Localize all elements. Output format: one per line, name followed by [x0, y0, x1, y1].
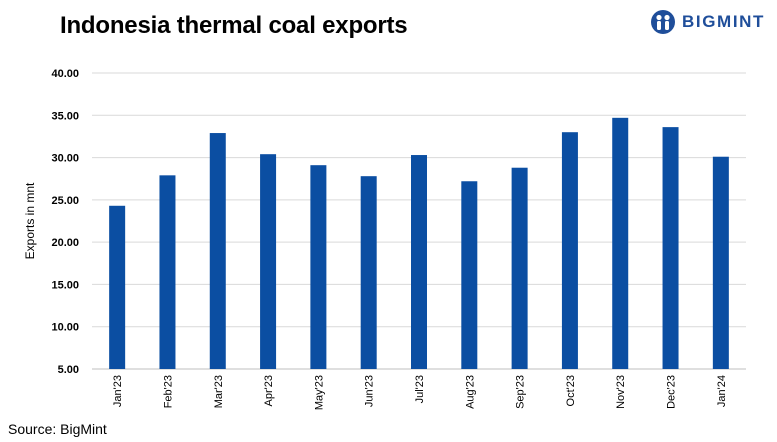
- bar: [159, 175, 176, 369]
- x-tick-label: Sep'23: [515, 375, 527, 409]
- y-tick-label: 15.00: [51, 279, 79, 291]
- bar: [209, 133, 226, 369]
- bar: [310, 165, 327, 369]
- x-tick-label: Apr'23: [263, 375, 275, 406]
- x-tick-label: Jul'23: [414, 375, 426, 403]
- bar: [511, 167, 528, 369]
- bigmint-logo-icon: [651, 10, 676, 34]
- bar: [109, 205, 126, 369]
- source-note: Source: BigMint: [8, 421, 107, 437]
- y-tick-label: 40.00: [51, 68, 79, 80]
- bar: [360, 176, 377, 369]
- bar: [561, 132, 578, 369]
- bar: [712, 156, 729, 369]
- y-tick-label: 20.00: [51, 237, 79, 249]
- x-tick-label: May'23: [313, 375, 325, 410]
- y-tick-label: 35.00: [51, 110, 79, 122]
- bar: [612, 117, 629, 369]
- y-tick-label: 5.00: [58, 364, 79, 376]
- x-tick-label: Aug'23: [464, 375, 476, 409]
- x-tick-label: Jun'23: [364, 375, 376, 407]
- y-tick-label: 25.00: [51, 195, 79, 207]
- bigmint-logo-text: BIGMINT: [682, 12, 765, 31]
- bar: [411, 155, 427, 369]
- x-tick-label: Feb'23: [162, 375, 174, 408]
- x-tick-label: Oct'23: [565, 375, 577, 406]
- bar: [260, 154, 277, 369]
- bar: [461, 181, 478, 369]
- y-tick-label: 10.00: [51, 322, 79, 334]
- y-axis-label: Exports in mnt: [23, 182, 37, 259]
- bigmint-logo: BIGMINT: [650, 6, 765, 38]
- chart-title: Indonesia thermal coal exports: [60, 12, 408, 39]
- x-tick-label: Jan'24: [716, 375, 728, 407]
- x-tick-label: Nov'23: [615, 375, 627, 409]
- x-tick-label: Mar'23: [213, 375, 225, 408]
- y-tick-label: 30.00: [51, 153, 79, 165]
- bar: [662, 127, 679, 369]
- x-tick-label: Dec'23: [666, 375, 678, 409]
- x-tick-label: Jan'23: [112, 375, 124, 407]
